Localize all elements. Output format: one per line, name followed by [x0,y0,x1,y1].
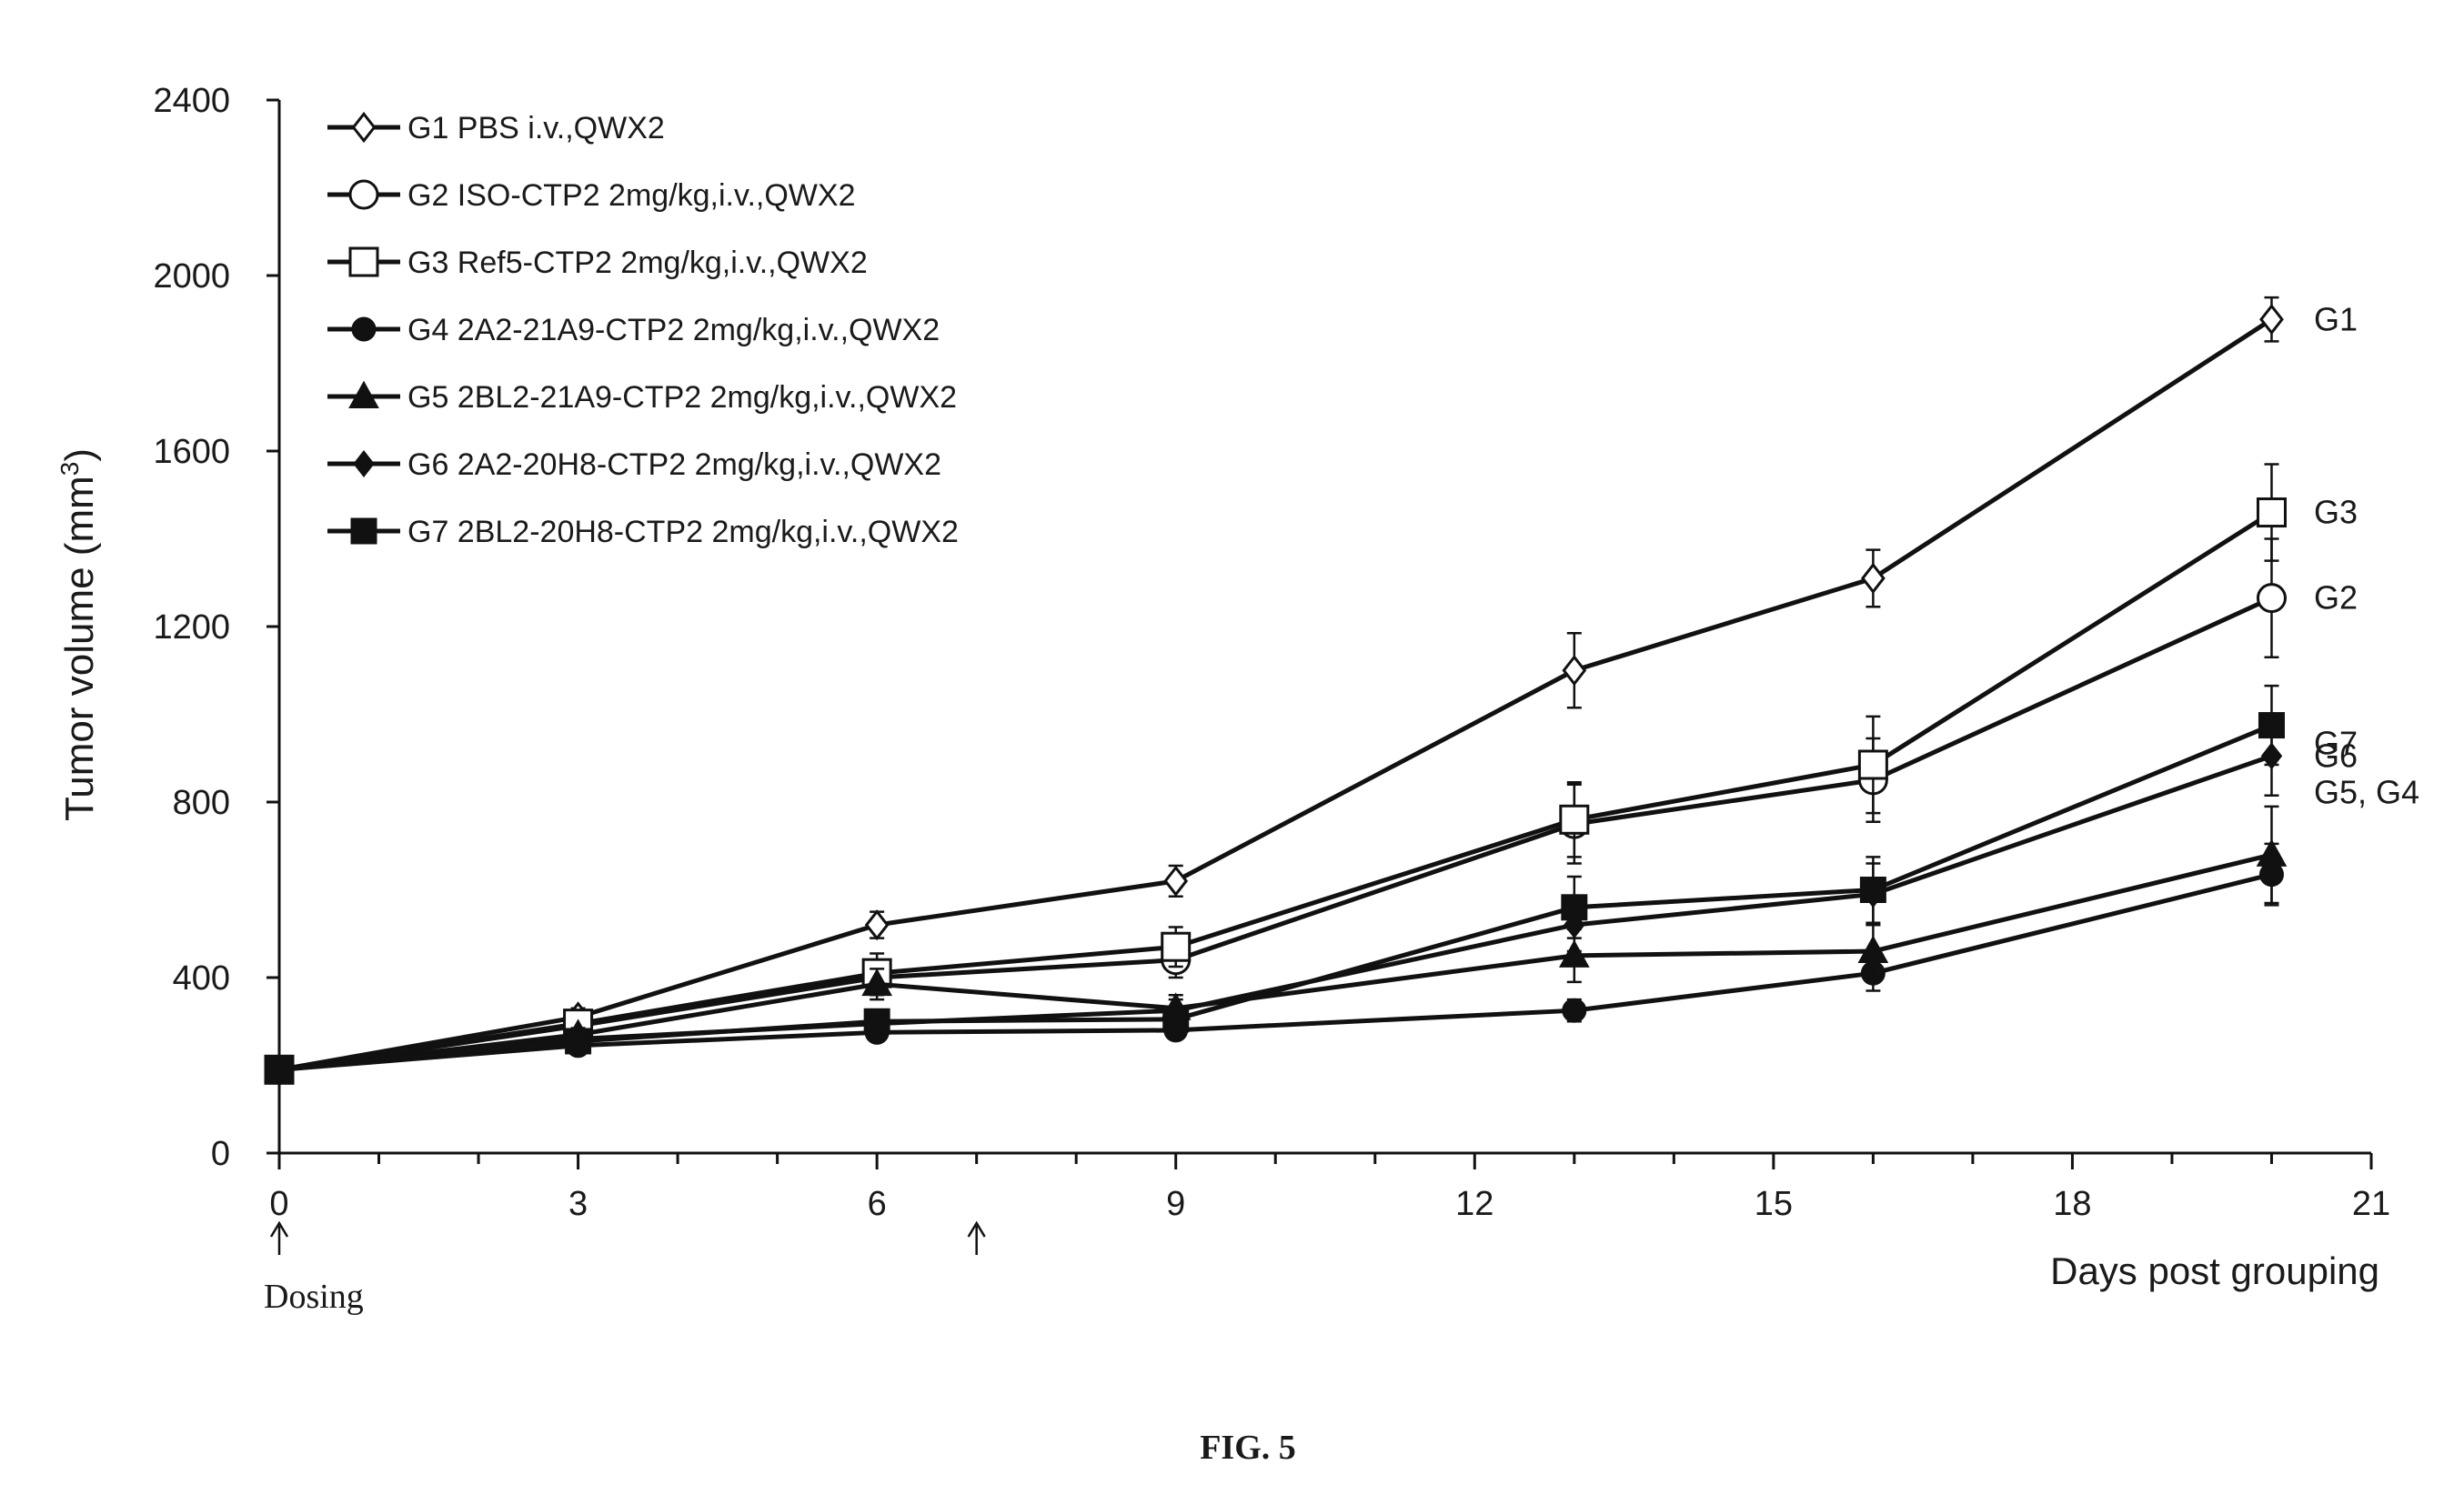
data-point [1857,935,1889,963]
dosing-label: Dosing [264,1278,364,1316]
end-label-1: G1 [2314,300,2358,337]
y-axis-label: Tumor volume (mm3) [55,448,102,821]
legend-item-1: G1 PBS i.v.,QWX2 [327,111,665,145]
data-point [1558,939,1590,968]
data-point [1562,998,1587,1023]
data-point [565,1028,592,1055]
arrow-head [269,1220,289,1238]
data-point [2258,712,2285,739]
legend-label: G7 2BL2-20H8-CTP2 2mg/kg,i.v.,QWX2 [407,515,959,549]
series-2 [264,537,2287,1085]
legend-label: G6 2A2-20H8-CTP2 2mg/kg,i.v.,QWX2 [407,447,941,482]
x-tick-label: 21 [2352,1185,2390,1223]
legend-marker [351,111,377,144]
legend-marker [348,179,379,210]
data-point [1859,877,1886,903]
data-point [1562,655,1587,687]
legend-item-5: G5 2BL2-21A9-CTP2 2mg/kg,i.v.,QWX2 [327,380,957,415]
series-line [278,510,2273,1072]
data-point [863,1008,890,1035]
legend-label: G4 2A2-21A9-CTP2 2mg/kg,i.v.,QWX2 [407,313,940,347]
end-label-2: G2 [2314,579,2358,617]
legend-marker [351,316,377,342]
series-line [278,317,2273,1072]
legend-label: G3 Ref5-CTP2 2mg/kg,i.v.,QWX2 [407,246,868,280]
dosing-arrow-2 [967,1220,986,1255]
x-tick-label: 6 [868,1185,887,1223]
legend-item-4: G4 2A2-21A9-CTP2 2mg/kg,i.v.,QWX2 [327,313,940,347]
legend-item-6: G6 2A2-20H8-CTP2 2mg/kg,i.v.,QWX2 [327,447,941,482]
legend-item-3: G3 Ref5-CTP2 2mg/kg,i.v.,QWX2 [327,246,868,280]
data-point [864,908,890,941]
dosing-arrow-1 [269,1220,289,1255]
series-1 [267,296,2284,1086]
legend-label: G1 PBS i.v.,QWX2 [407,111,665,145]
data-point [266,1056,293,1083]
legend-marker [350,517,377,545]
data-point [1161,931,1192,962]
end-label-6: G6 [2314,737,2358,774]
chart-legend: G1 PBS i.v.,QWX2 G2 ISO-CTP2 2mg/kg,i.v.,… [327,111,959,549]
data-point [2256,583,2287,614]
legend-item-2: G2 ISO-CTP2 2mg/kg,i.v.,QWX2 [327,178,856,213]
x-tick-label: 18 [2053,1185,2091,1223]
x-tick-label: 3 [568,1185,588,1223]
y-tick-label: 1600 [153,433,230,471]
data-point [1561,894,1588,921]
x-tick-label: 15 [1755,1185,1793,1223]
data-point [1857,749,1888,780]
arrow-head [967,1220,986,1238]
data-point [1559,804,1590,835]
x-tick-label: 0 [269,1185,288,1223]
dosing-annotations [269,1220,986,1255]
data-point [2256,497,2287,528]
series-line [278,596,2273,1072]
y-tick-label: 1200 [153,608,230,647]
x-tick-label: 12 [1455,1185,1493,1223]
legend-marker [348,246,379,277]
y-tick-label: 2400 [153,82,230,120]
end-label-3: G3 [2314,494,2358,531]
y-tick-label: 0 [211,1135,230,1173]
figure-label: FIG. 5 [1200,1429,1296,1467]
legend-label: G2 ISO-CTP2 2mg/kg,i.v.,QWX2 [407,178,856,213]
end-label-7: G7 [2314,725,2358,762]
y-tick-label: 400 [173,959,230,998]
end-label-4: G5, G4 [2314,774,2419,811]
series-7 [266,684,2285,1083]
data-point [1861,562,1886,595]
chart-ticks: 0 400 800 1200 1600 2000 2400 0 3 6 9 12 15 18 21 [153,82,2390,1223]
legend-marker [348,380,379,408]
y-tick-label: 800 [173,784,230,822]
x-axis-label: Days post grouping [2050,1249,2379,1292]
data-point [2259,304,2284,336]
legend-marker [353,449,375,478]
legend-label: G5 2BL2-21A9-CTP2 2mg/kg,i.v.,QWX2 [407,380,957,415]
legend-item-7: G7 2BL2-20H8-CTP2 2mg/kg,i.v.,QWX2 [327,515,959,549]
data-point [1163,865,1189,897]
y-tick-label: 2000 [153,257,230,296]
data-point [1162,1006,1190,1033]
x-tick-label: 9 [1166,1185,1185,1223]
data-point [2256,838,2288,867]
data-point [861,968,892,997]
chart-series-layer [264,296,2288,1086]
